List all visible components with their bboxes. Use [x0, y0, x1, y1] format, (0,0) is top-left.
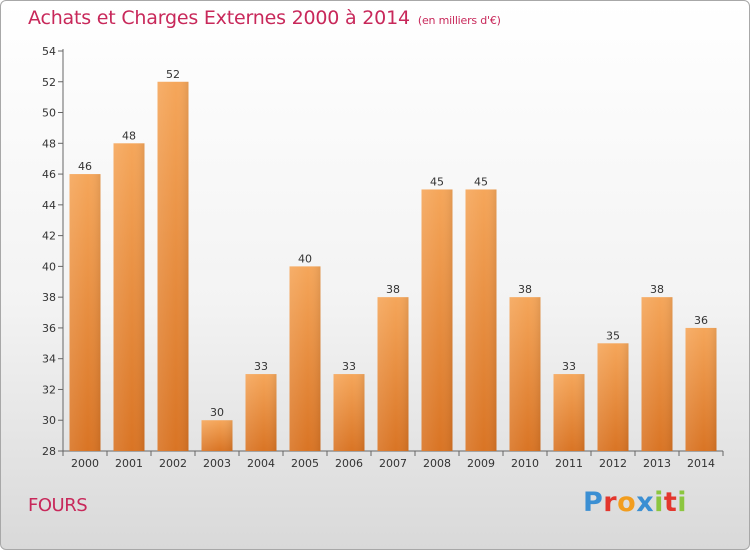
data-label: 38 — [518, 283, 532, 296]
y-tick-label: 54 — [42, 45, 56, 58]
bar-shade — [113, 143, 145, 452]
title-text: Achats et Charges Externes 2000 à 2014 — [28, 7, 410, 29]
bar-shade — [509, 297, 541, 451]
logo-letter: o — [617, 487, 637, 518]
x-tick-label: 2005 — [291, 457, 319, 470]
bar-shade — [333, 374, 365, 451]
unit-label: (en milliers d'€) — [417, 14, 501, 27]
x-tick-label: 2008 — [423, 457, 451, 470]
y-tick-label: 30 — [42, 414, 56, 427]
x-tick-label: 2010 — [511, 457, 539, 470]
bar-shade — [465, 189, 497, 451]
bar-shade — [201, 420, 233, 451]
data-label: 52 — [166, 68, 180, 81]
x-tick-label: 2006 — [335, 457, 363, 470]
y-tick-label: 40 — [42, 260, 56, 273]
bar-shade — [553, 374, 585, 451]
logo-letter: x — [636, 487, 655, 518]
y-tick-label: 42 — [42, 230, 56, 243]
x-tick-label: 2003 — [203, 457, 231, 470]
x-tick-label: 2009 — [467, 457, 495, 470]
y-tick-label: 48 — [42, 137, 56, 150]
data-label: 36 — [694, 314, 708, 327]
logo-letter: i — [654, 487, 664, 518]
x-tick-label: 2002 — [159, 457, 187, 470]
bar-shade — [245, 374, 277, 451]
bar-shade — [157, 81, 189, 452]
y-tick-label: 38 — [42, 291, 56, 304]
y-tick-label: 32 — [42, 383, 56, 396]
x-tick-label: 2011 — [555, 457, 583, 470]
data-label: 33 — [342, 360, 356, 373]
bar-shade — [421, 189, 453, 451]
logo-letter: P — [583, 487, 604, 518]
bar-shade — [597, 343, 629, 451]
y-tick-label: 34 — [42, 353, 56, 366]
proxiti-logo: Proxiti — [583, 487, 687, 518]
data-label: 33 — [562, 360, 576, 373]
bars: 46 48 52 30 33 40 33 38 45 45 38 33 35 38 36 — [69, 68, 717, 452]
x-tick-label: 2001 — [115, 457, 143, 470]
bar-shade — [641, 297, 673, 451]
logo-letter: r — [603, 487, 618, 518]
data-label: 38 — [386, 283, 400, 296]
bar-shade — [685, 327, 717, 451]
data-label: 45 — [430, 175, 444, 188]
y-tick-label: 28 — [42, 445, 56, 458]
data-label: 35 — [606, 329, 620, 342]
data-label: 40 — [298, 252, 312, 265]
bar-shade — [377, 297, 409, 451]
y-tick-label: 44 — [42, 199, 56, 212]
x-tick-label: 2012 — [599, 457, 627, 470]
data-label: 38 — [650, 283, 664, 296]
x-tick-label: 2004 — [247, 457, 275, 470]
data-label: 48 — [122, 129, 136, 142]
x-tick-label: 2007 — [379, 457, 407, 470]
city-name: FOURS — [28, 495, 88, 516]
y-tick-label: 46 — [42, 168, 56, 181]
logo-letter: t — [663, 487, 678, 518]
y-tick-label: 50 — [42, 107, 56, 120]
y-tick-label: 52 — [42, 76, 56, 89]
data-label: 46 — [78, 160, 92, 173]
x-tick-label: 2013 — [643, 457, 671, 470]
data-label: 33 — [254, 360, 268, 373]
x-tick-label: 2014 — [687, 457, 715, 470]
chart-title: Achats et Charges Externes 2000 à 2014 (e… — [28, 7, 501, 29]
bar-shade — [69, 174, 101, 452]
y-tick-label: 36 — [42, 322, 56, 335]
data-label: 45 — [474, 175, 488, 188]
x-tick-label: 2000 — [71, 457, 99, 470]
logo-letter: i — [677, 487, 688, 518]
data-label: 30 — [210, 406, 224, 419]
bar-shade — [289, 266, 321, 451]
